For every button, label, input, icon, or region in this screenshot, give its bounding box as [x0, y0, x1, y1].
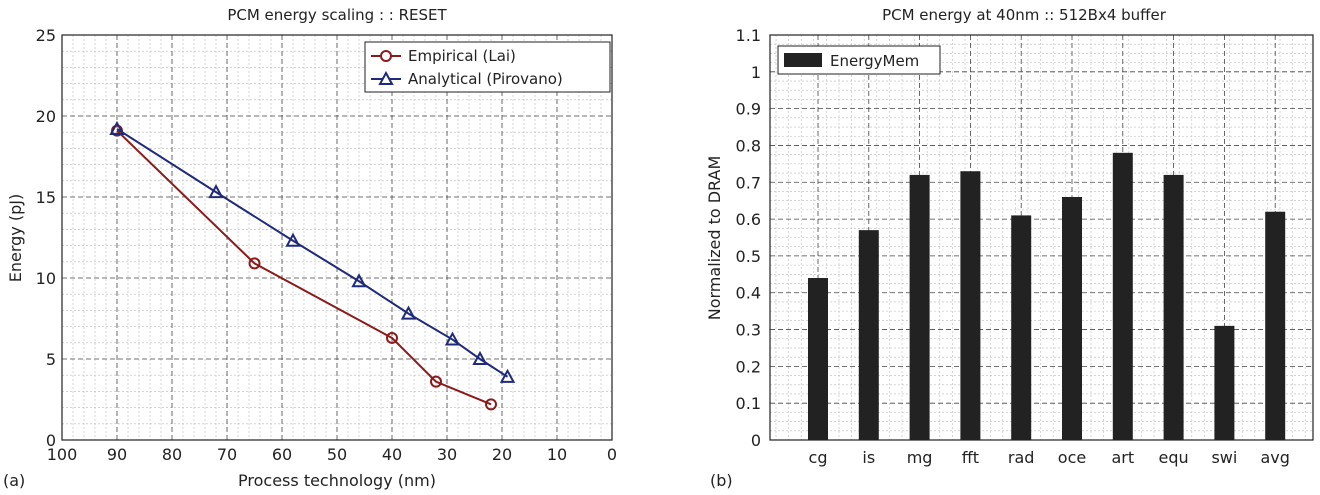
- chart-a-x-axis-label: Process technology (nm): [238, 471, 436, 490]
- x-tick-label: mg: [907, 448, 933, 467]
- x-tick-label: oce: [1058, 448, 1086, 467]
- y-tick-label: 15: [36, 188, 56, 207]
- data-point-circle: [485, 398, 497, 411]
- chart-a-y-ticks: 0 5 10 15 20 25: [36, 26, 56, 450]
- x-tick-label: 10: [547, 445, 567, 464]
- data-point-circle: [430, 375, 442, 388]
- chart-b-y-ticks: 0 0.1 0.2 0.3 0.4 0.5 0.6 0.7 0.8 0.9 1 1.1: [736, 26, 761, 450]
- y-tick-label: 0: [751, 431, 761, 450]
- x-tick-label: equ: [1159, 448, 1189, 467]
- bar: [1112, 152, 1133, 440]
- bar: [858, 230, 879, 440]
- y-tick-label: 0.1: [736, 394, 761, 413]
- x-tick-label: avg: [1260, 448, 1289, 467]
- x-tick-label: 90: [107, 445, 127, 464]
- x-tick-label: 80: [162, 445, 182, 464]
- chart-b-title: PCM energy at 40nm :: 512Bx4 buffer: [882, 6, 1167, 24]
- chart-b-y-axis-label: Normalized to DRAM: [705, 156, 724, 321]
- y-tick-label: 0.9: [736, 100, 761, 119]
- data-point-circle: [386, 331, 398, 344]
- chart-a-legend-box: [364, 41, 611, 93]
- bar: [1011, 215, 1032, 440]
- bar: [808, 278, 828, 440]
- chart-a-y-axis-label: Energy (pJ): [6, 194, 25, 282]
- y-tick-label: 0.3: [736, 321, 761, 340]
- bar: [1265, 211, 1286, 440]
- y-tick-label: 25: [36, 26, 56, 45]
- chart-a-title: PCM energy scaling : : RESET: [227, 6, 447, 24]
- data-point-triangle: [285, 232, 301, 247]
- x-tick-label: rad: [1008, 448, 1035, 467]
- y-tick-label: 0.4: [736, 284, 761, 303]
- y-tick-label: 0.5: [736, 247, 761, 266]
- data-point-triangle: [444, 331, 461, 346]
- y-tick-label: 1: [751, 63, 761, 82]
- legend-bar-swatch-icon: [784, 53, 822, 67]
- x-tick-label: 60: [272, 445, 292, 464]
- series-line: [116, 129, 492, 406]
- data-point-triangle: [472, 350, 488, 365]
- y-tick-label: 0.8: [736, 136, 761, 155]
- x-tick-label: 0: [607, 445, 617, 464]
- chart-a-frame: [61, 34, 613, 441]
- chart-a-series: [109, 120, 516, 411]
- y-tick-label: 1.1: [736, 26, 761, 45]
- bar: [1163, 174, 1184, 440]
- chart-a: PCM energy scaling : : RESET 100 90 80 70 60…: [3, 6, 617, 490]
- x-tick-label: 40: [382, 445, 402, 464]
- data-point-circle: [248, 257, 261, 270]
- chart-b-legend: EnergyMem: [777, 45, 941, 75]
- chart-b-panel-label: (b): [710, 471, 733, 490]
- x-tick-label: fft: [962, 448, 979, 467]
- chart-b: PCM energy at 40nm :: 512Bx4 buffer 0 0.1…: [705, 6, 1314, 490]
- chart-a-x-ticks: 100 90 80 70 60 50 40 30 20 10 0: [47, 445, 617, 464]
- legend-circle-marker-icon: [380, 50, 392, 62]
- x-tick-label: 100: [47, 445, 78, 464]
- legend-label-empirical: Empirical (Lai): [408, 47, 516, 65]
- x-tick-label: cg: [809, 448, 828, 467]
- bar: [1214, 325, 1235, 440]
- x-tick-label: swi: [1211, 448, 1237, 467]
- x-tick-label: 30: [437, 445, 457, 464]
- chart-a-panel-label: (a): [3, 471, 25, 490]
- data-point-triangle: [400, 305, 417, 320]
- y-tick-label: 20: [36, 107, 56, 126]
- y-tick-label: 5: [46, 350, 56, 369]
- legend-label-analytical: Analytical (Pirovano): [408, 70, 563, 88]
- data-point-triangle: [208, 184, 224, 199]
- chart-a-legend: Empirical (Lai) Analytical (Pirovano): [364, 41, 611, 93]
- series-line: [116, 128, 509, 378]
- y-tick-label: 0.7: [736, 173, 761, 192]
- chart-a-grid: [61, 34, 613, 441]
- x-tick-label: 70: [217, 445, 237, 464]
- bar: [909, 174, 930, 440]
- bar: [1062, 197, 1082, 440]
- x-tick-label: 50: [327, 445, 347, 464]
- data-point-triangle: [499, 368, 516, 383]
- data-point-triangle: [351, 273, 367, 288]
- data-point-triangle: [109, 120, 125, 135]
- y-tick-label: 0.6: [736, 210, 761, 229]
- chart-b-frame: [769, 34, 1314, 441]
- y-tick-label: 0.2: [736, 357, 761, 376]
- x-tick-label: is: [862, 448, 875, 467]
- y-tick-label: 0: [46, 431, 56, 450]
- bar: [960, 171, 981, 440]
- legend-triangle-marker-icon: [378, 70, 394, 85]
- x-tick-label: art: [1111, 448, 1134, 467]
- legend-label-energymem: EnergyMem: [830, 52, 919, 70]
- chart-b-x-ticks: cg is mg fft rad oce art equ swi avg: [809, 448, 1290, 467]
- y-tick-label: 10: [36, 269, 56, 288]
- x-tick-label: 20: [492, 445, 512, 464]
- chart-b-bars: [808, 152, 1286, 440]
